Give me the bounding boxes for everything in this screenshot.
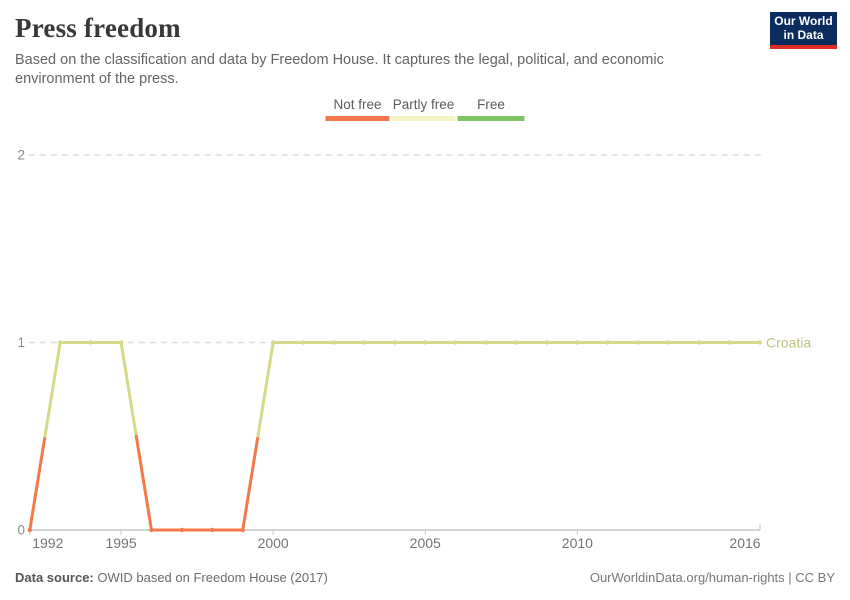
owid-logo-line1: Our World [774,14,833,28]
legend-item-free[interactable]: Free [457,97,525,121]
line-segment [119,341,138,438]
data-point[interactable] [666,340,671,345]
legend-item-partly-free[interactable]: Partly free [391,97,456,121]
chart-subtitle: Based on the classification and data by … [15,52,664,87]
data-point[interactable] [514,340,519,345]
data-point[interactable] [27,527,32,533]
data-point[interactable] [88,340,93,345]
legend-item-not-free[interactable]: Not free [325,97,390,121]
y-tick-label-1: 1 [17,335,25,350]
data-point[interactable] [696,340,702,345]
legend-label-free: Free [477,97,505,112]
data-point[interactable] [331,340,337,345]
data-point[interactable] [483,340,489,345]
data-source: Data source: OWID based on Freedom House… [15,570,328,585]
data-point[interactable] [575,340,580,345]
press-freedom-line-chart[interactable]: 1992 1995 2000 2005 2010 2016 0 1 2 Croatia [0,140,850,560]
data-source-label: Data source: [15,570,94,585]
data-point[interactable] [453,340,458,345]
legend-bar-not-free [325,116,390,121]
x-tick-label-1995: 1995 [105,535,136,551]
data-point[interactable] [757,340,763,345]
data-point[interactable] [423,340,428,345]
data-point[interactable] [118,340,124,345]
data-point[interactable] [727,340,732,345]
chart-footer: Data source: OWID based on Freedom House… [15,570,835,585]
data-point[interactable] [210,527,215,533]
data-point[interactable] [58,340,63,345]
owid-logo[interactable]: Our World in Data [770,12,837,49]
page-title: Press freedom [15,13,181,43]
data-point[interactable] [605,340,610,345]
series-label-croatia[interactable]: Croatia [766,335,811,351]
data-point[interactable] [301,340,306,345]
y-tick-label-0: 0 [17,523,25,538]
x-tick-label-2000: 2000 [258,535,289,551]
owid-link[interactable]: OurWorldinData.org/human-rights | CC BY [589,570,835,585]
legend-label-not-free: Not free [333,97,382,112]
owid-logo-line2: in Data [783,28,824,42]
legend-label-partly-free: Partly free [392,97,455,112]
data-point[interactable] [240,527,245,533]
line-segment [28,434,47,532]
x-tick-label-2010: 2010 [562,535,593,551]
y-tick-label-2: 2 [17,148,25,163]
line-segment [43,341,62,438]
chart-area: 1992 1995 2000 2005 2010 2016 0 1 2 Croatia [0,140,850,560]
data-point[interactable] [544,340,550,345]
legend-bar-free [457,116,525,121]
data-point[interactable] [270,340,276,345]
line-segment [134,434,153,532]
x-tick-label-2005: 2005 [410,535,441,551]
legend-bar-partly-free [391,116,456,121]
x-tick-label-1992: 1992 [32,535,63,551]
data-point[interactable] [362,340,367,345]
color-legend: Not free Partly free Free [325,97,525,121]
data-point[interactable] [636,340,641,345]
data-point[interactable] [179,527,185,533]
data-point[interactable] [392,340,398,345]
line-segment [241,434,260,532]
line-segment [256,341,275,438]
x-tick-label-2016: 2016 [729,535,760,551]
data-point[interactable] [149,527,154,533]
data-source-text: OWID based on Freedom House (2017) [93,570,328,585]
